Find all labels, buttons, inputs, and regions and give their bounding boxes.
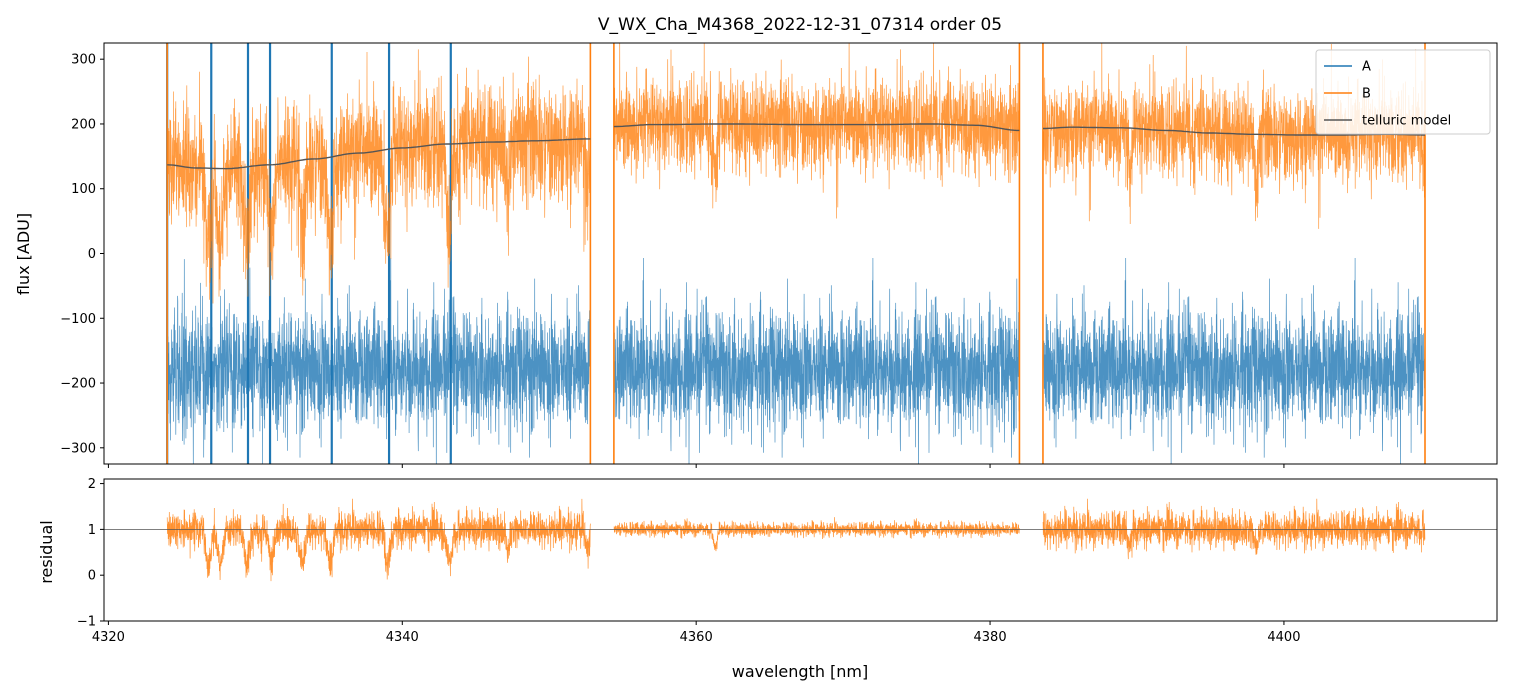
chart-title: V_WX_Cha_M4368_2022-12-31_07314 order 05 (598, 15, 1002, 35)
top-plot-area (166, 43, 1426, 464)
residual-line (613, 517, 1020, 552)
legend-entry-label: B (1362, 87, 1371, 102)
top-y-tick-label: −100 (60, 312, 96, 327)
bottom-x-tick-label: 4340 (386, 630, 419, 645)
top-y-tick-label: −200 (60, 377, 96, 392)
bottom-x-axis: 4320 4340 4360 4380 4400 (92, 621, 1300, 645)
x-axis-label: wavelength [nm] (732, 662, 869, 681)
bottom-y-axis-label: residual (37, 520, 56, 583)
bottom-y-tick-label: 2 (88, 477, 96, 492)
telluric-model-line (167, 123, 1425, 170)
bottom-x-tick-label: 4400 (1267, 630, 1300, 645)
bottom-plot-area (104, 498, 1497, 582)
bottom-panel: −1 0 1 2 4320 4340 4360 4380 4400 residual wave… (37, 477, 1498, 681)
top-y-axis-label: flux [ADU] (14, 213, 33, 295)
bottom-y-tick-label: 0 (88, 569, 96, 584)
bottom-axes-frame (103, 478, 1498, 622)
top-y-tick-label: 300 (71, 53, 96, 68)
legend-box (1315, 49, 1491, 135)
series-a-line (613, 257, 1020, 464)
series-a-line (1042, 257, 1426, 464)
top-y-tick-label: 100 (71, 182, 96, 197)
series-b-line (613, 43, 1020, 219)
top-x-axis (107, 464, 1285, 468)
legend-entry-label: telluric model (1362, 114, 1451, 129)
top-y-tick-label: 0 (88, 247, 96, 262)
top-y-tick-label: −300 (60, 441, 96, 456)
bottom-x-tick-label: 4320 (92, 630, 125, 645)
bottom-x-tick-label: 4360 (680, 630, 713, 645)
series-b-line (166, 49, 591, 304)
bottom-x-tick-label: 4380 (974, 630, 1007, 645)
bottom-y-tick-label: −1 (77, 615, 96, 630)
bottom-y-tick-label: 1 (88, 523, 96, 538)
residual-line (166, 498, 591, 582)
top-y-tick-label: 200 (71, 117, 96, 132)
top-panel: −300 −200 −100 0 100 200 300 flux [ADU] ABtell… (14, 42, 1498, 468)
residual-line (1042, 498, 1426, 560)
top-y-axis: −300 −200 −100 0 100 200 300 (60, 53, 104, 456)
legend-entry-label: A (1362, 60, 1371, 75)
series-a-line (166, 257, 591, 464)
bottom-y-axis: −1 0 1 2 (77, 477, 104, 630)
